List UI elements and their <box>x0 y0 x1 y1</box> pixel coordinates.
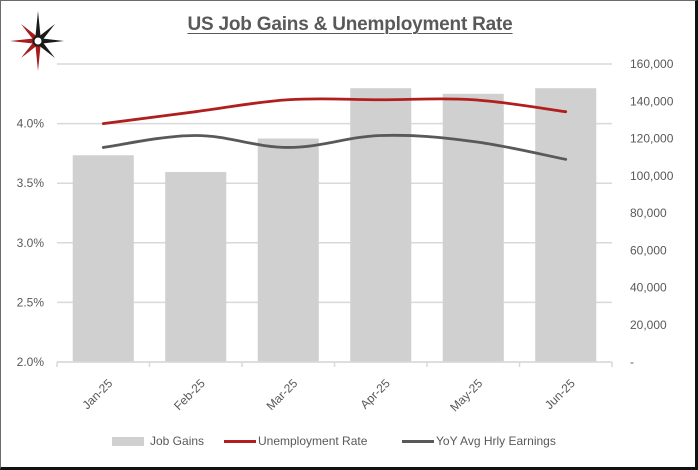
job-gains-bar <box>165 172 227 362</box>
rate-lines <box>101 97 568 161</box>
svg-text:3.0%: 3.0% <box>17 236 45 250</box>
unemployment-rate-line <box>101 97 568 125</box>
svg-text:Apr-25: Apr-25 <box>357 376 393 412</box>
svg-text:Jun-25: Jun-25 <box>542 376 578 412</box>
job-gains-bar <box>442 93 504 363</box>
job-gains-bars <box>72 88 597 363</box>
legend-item-unemployment-rate: Unemployment Rate <box>224 434 367 448</box>
svg-text:120,000: 120,000 <box>630 132 674 146</box>
left-axis: 2.0% 2.5% 3.0% 3.5% 4.0% <box>17 117 45 369</box>
legend-label: YoY Avg Hrly Earnings <box>436 434 556 448</box>
svg-text:4.0%: 4.0% <box>17 117 45 131</box>
svg-text:60,000: 60,000 <box>630 243 667 257</box>
svg-text:3.5%: 3.5% <box>17 176 45 190</box>
legend-item-job-gains: Job Gains <box>112 434 204 448</box>
svg-text:Mar-25: Mar-25 <box>264 376 301 413</box>
svg-text:40,000: 40,000 <box>630 281 667 295</box>
job-gains-bar <box>535 88 597 363</box>
x-axis: Jan-25 Feb-25 Mar-25 Apr-25 May-25 Jun-25 <box>56 361 613 414</box>
svg-text:20,000: 20,000 <box>630 318 667 332</box>
svg-text:140,000: 140,000 <box>630 94 674 108</box>
gridlines <box>57 63 612 363</box>
job-gains-bar <box>72 155 134 362</box>
svg-text:160,000: 160,000 <box>630 57 674 71</box>
bar-swatch-icon <box>112 436 144 446</box>
legend-label: Job Gains <box>150 434 205 448</box>
svg-text:80,000: 80,000 <box>630 206 667 220</box>
svg-text:2.0%: 2.0% <box>17 355 45 369</box>
svg-text:-: - <box>630 355 634 369</box>
legend-label: Unemployment Rate <box>258 434 368 448</box>
legend-item-yoy-earnings: YoY Avg Hrly Earnings <box>402 434 556 448</box>
legend: Job Gains Unemployment Rate YoY Avg Hrly… <box>0 434 698 454</box>
svg-text:2.5%: 2.5% <box>17 295 45 309</box>
line-swatch-icon <box>402 439 434 443</box>
svg-text:May-25: May-25 <box>447 376 485 414</box>
compass-star-icon <box>10 11 64 71</box>
chart-title: US Job Gains & Unemployment Rate <box>187 14 513 35</box>
job-gains-bar <box>350 88 412 363</box>
job-gains-bar <box>257 138 319 362</box>
line-swatch-icon <box>224 439 256 443</box>
svg-text:100,000: 100,000 <box>630 169 674 183</box>
svg-text:Feb-25: Feb-25 <box>171 376 208 413</box>
yoy-earnings-line <box>101 133 568 161</box>
svg-text:Jan-25: Jan-25 <box>80 376 116 412</box>
right-axis: - 20,000 40,000 60,000 80,000 100,000 120,000 1… <box>630 57 674 369</box>
